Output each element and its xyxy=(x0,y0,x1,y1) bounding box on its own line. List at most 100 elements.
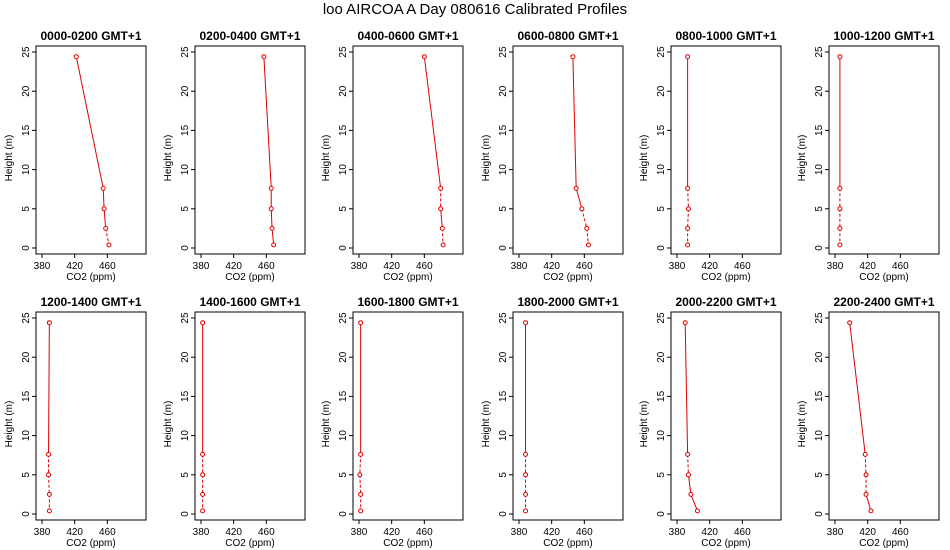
plot-frame xyxy=(512,45,624,255)
data-point xyxy=(200,472,206,478)
x-tick-label: 420 xyxy=(66,527,83,538)
profile-segment xyxy=(359,454,362,475)
data-point xyxy=(438,185,444,191)
profile-segment xyxy=(849,322,866,455)
y-tick-label: 0 xyxy=(338,511,349,517)
x-tick-label: 380 xyxy=(351,261,368,272)
x-tick-label: 460 xyxy=(416,527,433,538)
x-axis-label: CO2 (ppm) xyxy=(701,272,750,283)
data-point xyxy=(106,242,112,248)
data-point xyxy=(358,491,364,497)
x-tick-label: 380 xyxy=(193,527,210,538)
x-tick-label: 460 xyxy=(892,261,909,272)
x-tick-label: 460 xyxy=(99,527,116,538)
y-tick-label: 15 xyxy=(814,390,825,402)
panel-title: 2000-2200 GMT+1 xyxy=(675,295,776,309)
data-point xyxy=(685,225,691,231)
y-tick-label: 5 xyxy=(656,206,667,212)
data-point xyxy=(837,54,843,60)
y-axis-label: Height (m) xyxy=(4,135,15,182)
y-axis-label: Height (m) xyxy=(163,135,174,182)
data-point xyxy=(438,206,444,212)
x-tick-label: 380 xyxy=(827,261,844,272)
data-point xyxy=(73,54,79,60)
data-point xyxy=(863,472,869,478)
data-point xyxy=(46,472,52,478)
y-tick-label: 15 xyxy=(180,124,191,136)
y-tick-label: 5 xyxy=(498,472,509,478)
profile-segment xyxy=(581,208,588,229)
y-axis-label: Height (m) xyxy=(797,401,808,448)
y-tick-label: 20 xyxy=(338,351,349,363)
plot-frame xyxy=(828,45,940,255)
x-tick-label: 420 xyxy=(701,261,718,272)
panel-title: 0800-1000 GMT+1 xyxy=(675,29,776,43)
data-point xyxy=(685,451,691,457)
panel-title: 1200-1400 GMT+1 xyxy=(40,295,141,309)
data-point xyxy=(200,451,206,457)
plot-frame xyxy=(194,311,306,521)
data-point xyxy=(688,491,694,497)
y-tick-label: 25 xyxy=(656,312,667,324)
data-point xyxy=(261,54,267,60)
x-tick-label: 420 xyxy=(543,261,560,272)
data-point xyxy=(694,508,700,514)
y-tick-label: 20 xyxy=(814,351,825,363)
x-tick-label: 460 xyxy=(734,527,751,538)
x-tick-label: 380 xyxy=(827,527,844,538)
data-point xyxy=(440,242,446,248)
x-tick-label: 420 xyxy=(225,527,242,538)
y-tick-label: 25 xyxy=(21,312,32,324)
y-tick-label: 20 xyxy=(656,351,667,363)
y-tick-label: 25 xyxy=(180,312,191,324)
y-axis-label: Height (m) xyxy=(163,401,174,448)
x-tick-label: 420 xyxy=(66,261,83,272)
y-tick-label: 25 xyxy=(338,46,349,58)
data-point xyxy=(200,508,206,514)
y-tick-label: 15 xyxy=(814,124,825,136)
x-tick-label: 380 xyxy=(34,261,51,272)
data-point xyxy=(579,206,585,212)
data-point xyxy=(837,225,843,231)
y-tick-label: 0 xyxy=(180,511,191,517)
plot-frame xyxy=(35,311,147,521)
x-tick-label: 460 xyxy=(258,261,275,272)
y-tick-label: 15 xyxy=(21,124,32,136)
y-tick-label: 10 xyxy=(21,164,32,176)
data-point xyxy=(868,508,874,514)
plot-frame xyxy=(670,311,782,521)
profile-segment xyxy=(687,454,689,475)
y-tick-label: 10 xyxy=(180,164,191,176)
y-tick-label: 0 xyxy=(21,245,32,251)
data-point xyxy=(421,54,427,60)
y-tick-label: 25 xyxy=(814,46,825,58)
x-axis-label: CO2 (ppm) xyxy=(66,538,115,549)
y-tick-label: 25 xyxy=(21,46,32,58)
y-tick-label: 25 xyxy=(656,46,667,58)
data-point xyxy=(862,451,868,457)
y-tick-label: 20 xyxy=(814,85,825,97)
data-point xyxy=(268,185,274,191)
data-point xyxy=(46,320,52,326)
y-tick-label: 0 xyxy=(498,511,509,517)
x-tick-label: 380 xyxy=(351,527,368,538)
y-axis-label: Height (m) xyxy=(321,401,332,448)
y-tick-label: 10 xyxy=(338,164,349,176)
panel-title: 1400-1600 GMT+1 xyxy=(199,295,300,309)
y-tick-label: 20 xyxy=(338,85,349,97)
y-tick-label: 15 xyxy=(498,124,509,136)
profile-segment xyxy=(48,322,50,455)
data-point xyxy=(101,206,107,212)
plot-frame xyxy=(828,311,940,521)
plot-frame xyxy=(512,311,624,521)
y-tick-label: 5 xyxy=(814,206,825,212)
x-tick-label: 460 xyxy=(258,527,275,538)
profile-segment xyxy=(684,322,689,455)
y-tick-label: 25 xyxy=(338,312,349,324)
y-tick-label: 10 xyxy=(656,430,667,442)
